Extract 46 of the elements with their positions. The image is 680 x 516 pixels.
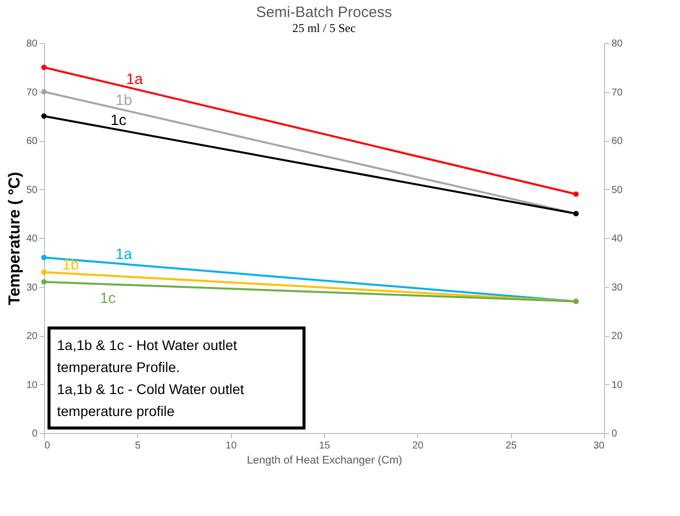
y2-tick-label: 0 (612, 428, 618, 440)
y-tick-label: 60 (26, 136, 38, 147)
y2-tick-label: 50 (612, 184, 624, 196)
y-axis-title: Temperature ( °C) (6, 172, 24, 306)
y2-tick-label: 30 (612, 282, 624, 294)
x-tick-label: 20 (412, 440, 424, 452)
y-tick-label: 20 (26, 331, 38, 342)
y2-tick-label: 10 (612, 380, 624, 391)
y2-tick-label: 70 (612, 87, 624, 98)
y-tick-label: 50 (26, 184, 38, 196)
point (41, 254, 47, 260)
y2-tick-label: 80 (612, 38, 624, 50)
x-tick-label: 5 (135, 440, 142, 452)
x-tick-label: 10 (226, 440, 238, 452)
y-tick-label: 0 (32, 428, 38, 440)
x-tick-label: 0 (44, 440, 50, 452)
y-tick-label: 80 (26, 38, 38, 50)
y2-tick-label: 60 (612, 136, 624, 147)
x-axis-title: Length of Heat Exchanger (Cm) (246, 454, 402, 466)
chart-title: Semi-Batch Process (256, 4, 392, 21)
point (41, 113, 47, 119)
series-label: 1c (100, 290, 116, 308)
y-tick-label: 10 (26, 380, 38, 391)
annotation: 1a,1b & 1c - Cold Water outlet (57, 381, 244, 397)
annotation: temperature Profile. (57, 359, 180, 375)
x-tick-label: 15 (318, 440, 330, 452)
y2-tick-label: 40 (612, 234, 624, 244)
x-tick-label: 25 (506, 440, 518, 452)
series-label: 1b (115, 92, 132, 110)
point (573, 191, 579, 197)
chart-subtitle: 25 ml / 5 Sec (292, 21, 356, 35)
series-label: 1a (126, 70, 144, 88)
y-tick-label: 70 (26, 87, 38, 98)
annotation: temperature profile (57, 403, 175, 419)
series-label: 1b (62, 256, 79, 274)
series-label: 1c (110, 112, 127, 129)
y-tick-label: 40 (26, 234, 38, 244)
point (41, 64, 47, 70)
x-tick-label: 30 (593, 440, 605, 452)
series-label: 1a (115, 246, 133, 264)
y-tick-label: 30 (26, 282, 38, 294)
point (41, 279, 47, 285)
point (41, 89, 47, 94)
y2-tick-label: 20 (612, 331, 624, 342)
point (41, 269, 47, 275)
annotation: 1a,1b & 1c - Hot Water outlet (57, 337, 238, 353)
